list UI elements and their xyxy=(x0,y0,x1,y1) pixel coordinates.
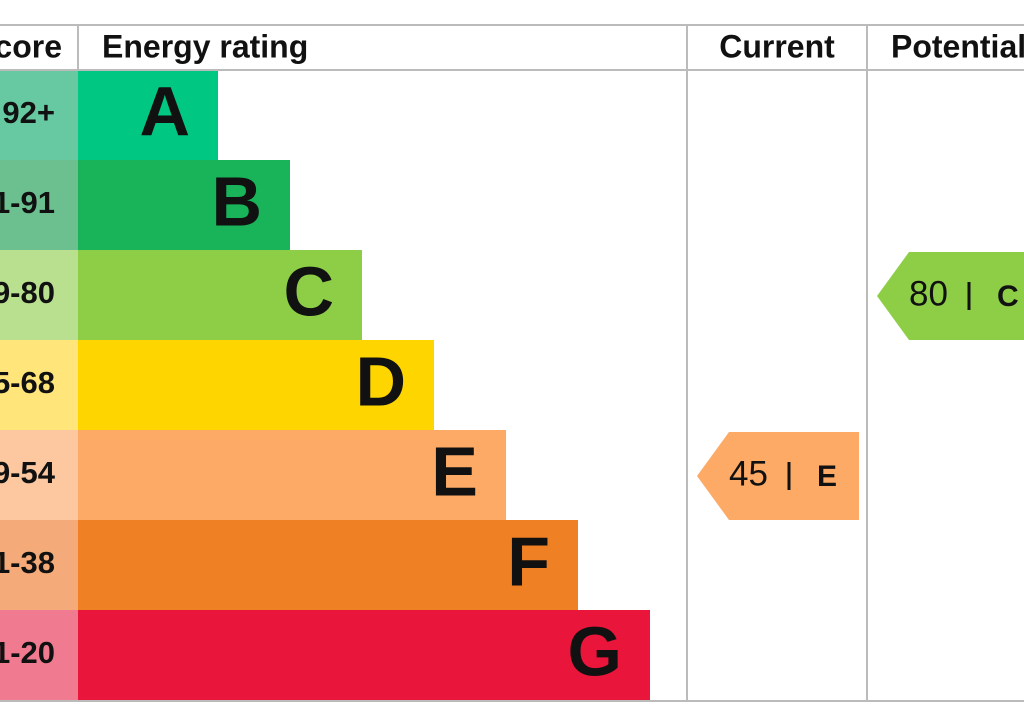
score-cell xyxy=(0,430,78,520)
band-letter: B xyxy=(211,162,262,240)
header-current: Current xyxy=(719,28,835,64)
band-score: 39-54 xyxy=(0,455,56,490)
band-bar xyxy=(78,520,578,610)
band-score: 21-38 xyxy=(0,545,55,580)
potential-arrow xyxy=(877,252,1024,340)
band-score: 92+ xyxy=(2,95,55,130)
band-bar xyxy=(78,340,434,430)
rows xyxy=(0,70,650,700)
band-bar xyxy=(78,430,506,520)
band-score: 81-91 xyxy=(0,185,55,220)
band-bar xyxy=(78,160,290,250)
band-letter: G xyxy=(568,612,622,690)
current-value: 45 xyxy=(729,454,768,493)
score-cell xyxy=(0,610,78,700)
grid xyxy=(0,24,1024,702)
band-letter: C xyxy=(283,252,334,330)
current-arrow xyxy=(697,432,859,520)
score-cell xyxy=(0,70,78,160)
band-letter: D xyxy=(355,342,406,420)
band-score: 69-80 xyxy=(0,275,55,310)
current-letter: E xyxy=(817,460,837,493)
band-bar xyxy=(78,70,218,160)
band-letter: E xyxy=(431,432,478,510)
score-cell xyxy=(0,340,78,430)
band-score: 1-20 xyxy=(0,635,55,670)
band-bar xyxy=(78,250,362,340)
band-letter: F xyxy=(507,522,550,600)
score-cell xyxy=(0,520,78,610)
header-score: Score xyxy=(0,28,62,64)
band-letter: A xyxy=(139,72,190,150)
band-bar xyxy=(78,610,650,700)
band-score: 55-68 xyxy=(0,365,55,400)
header-rating: Energy rating xyxy=(102,28,308,64)
score-cell xyxy=(0,160,78,250)
potential-value: 80 xyxy=(909,274,948,313)
potential-letter: C xyxy=(997,280,1019,313)
score-cell xyxy=(0,250,78,340)
header-potential: Potential xyxy=(891,28,1024,64)
